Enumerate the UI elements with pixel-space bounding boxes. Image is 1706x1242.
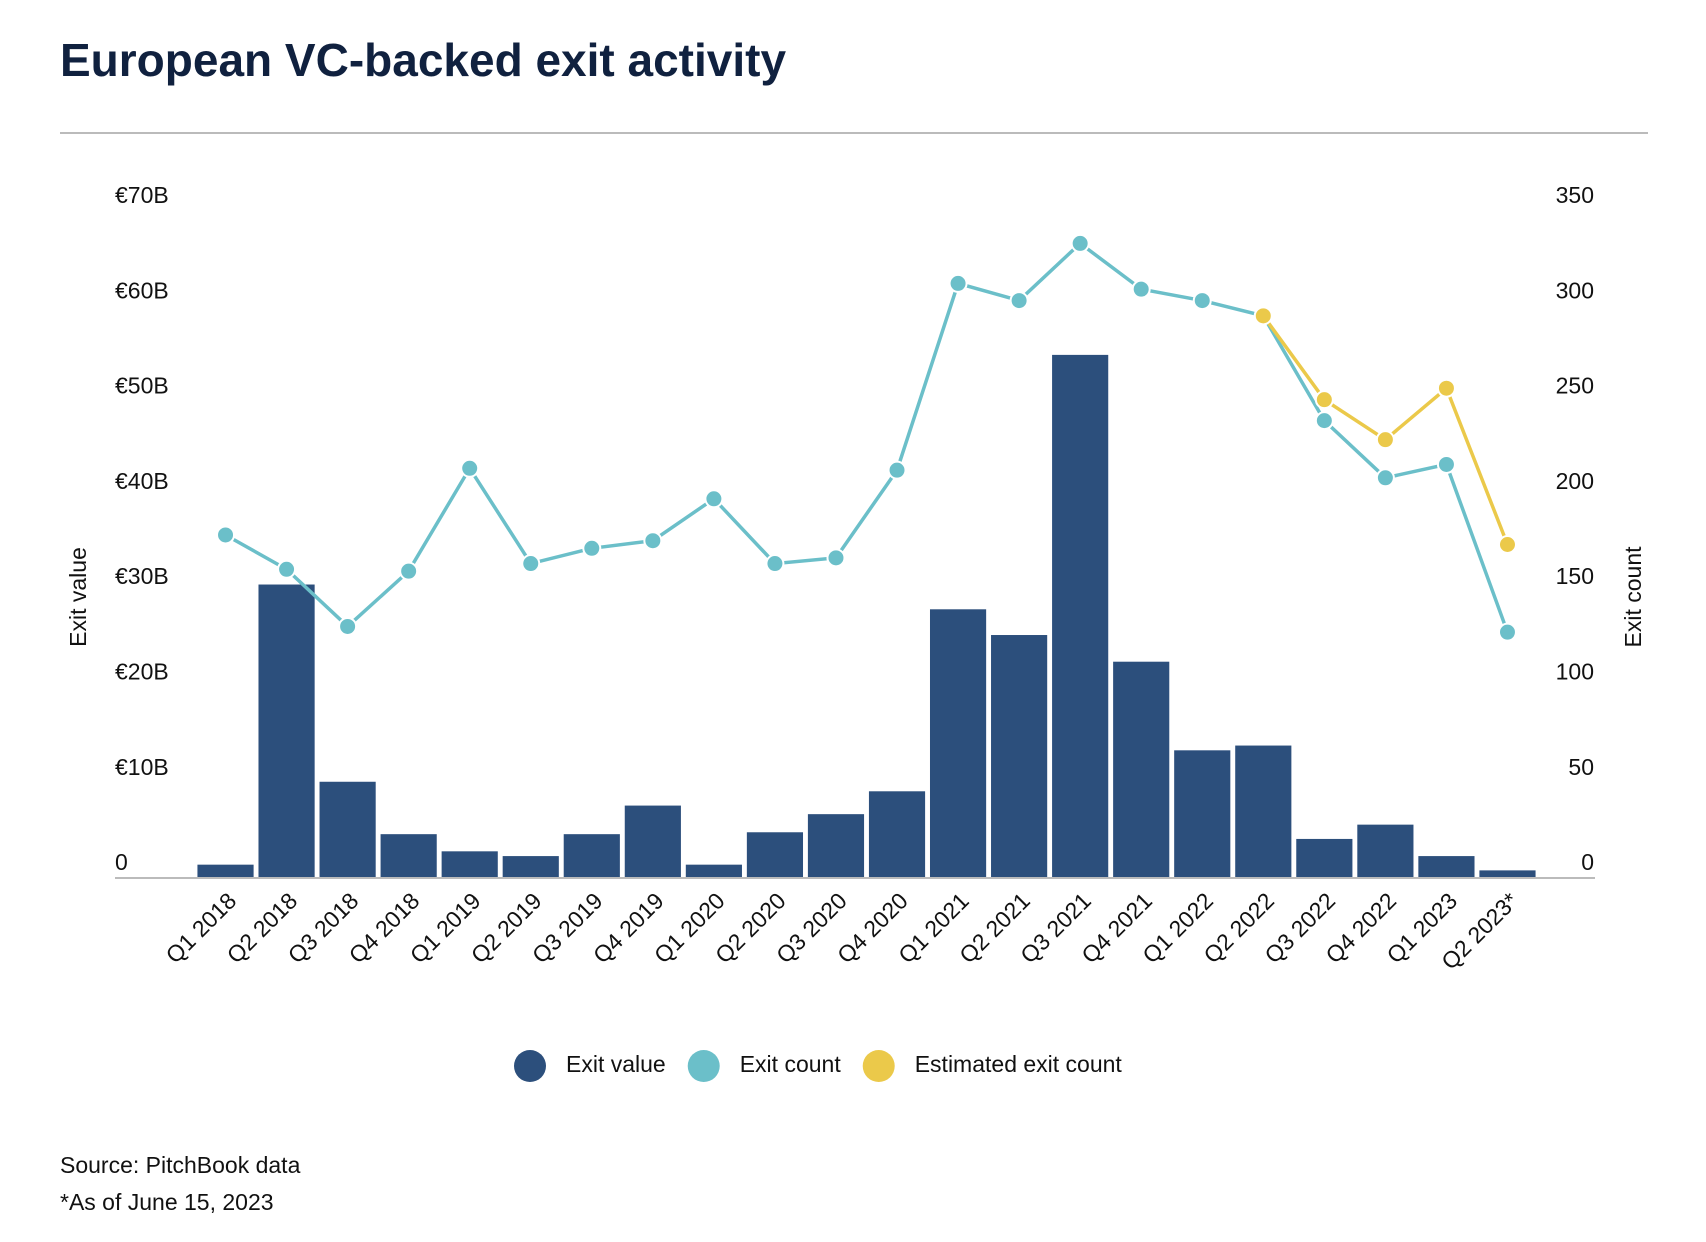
point: [1436, 378, 1456, 398]
bar: [624, 805, 681, 878]
y2-tick-label: 300: [1556, 277, 1594, 303]
y-tick-label: €20B: [115, 659, 169, 685]
y2-tick-label: 200: [1556, 468, 1594, 494]
y2-tick-label: 350: [1556, 182, 1594, 208]
point: [1375, 430, 1395, 450]
legend-swatch: [687, 1050, 720, 1082]
chart-title: European VC-backed exit activity: [60, 34, 786, 86]
point: [338, 616, 358, 636]
point: [399, 561, 419, 581]
bar: [441, 851, 498, 878]
y-tick-label: €30B: [115, 563, 169, 589]
bar: [1235, 745, 1292, 878]
y2-tick-label: 100: [1556, 659, 1594, 685]
y-tick-label: €40B: [115, 468, 169, 494]
y-axis-label: Exit value: [65, 547, 91, 647]
y-tick-label: €10B: [115, 754, 169, 780]
point: [1070, 233, 1090, 253]
point: [582, 538, 602, 558]
point: [1314, 411, 1334, 431]
bar: [563, 834, 620, 878]
bar: [502, 856, 559, 878]
source: Source: PitchBook data: [60, 1152, 301, 1178]
y2-axis-label: Exit count: [1620, 546, 1646, 648]
bar: [685, 864, 742, 878]
point: [277, 559, 297, 579]
point: [1314, 390, 1334, 410]
y2-tick-label: 0: [1581, 849, 1594, 875]
bar: [380, 834, 437, 878]
y-tick-label: €60B: [115, 277, 169, 303]
point: [765, 554, 785, 574]
point: [1375, 468, 1395, 488]
legend-label: Exit value: [566, 1051, 666, 1077]
legend-swatch: [862, 1050, 895, 1082]
point: [826, 548, 846, 568]
note: *As of June 15, 2023: [60, 1189, 274, 1215]
bar: [1296, 838, 1353, 878]
bar: [991, 635, 1048, 878]
bar: [1357, 824, 1414, 878]
point: [521, 554, 541, 574]
point: [948, 273, 968, 293]
bar: [929, 609, 987, 878]
bar: [1052, 354, 1109, 878]
bar: [1479, 870, 1536, 878]
y-tick-label: €70B: [115, 182, 169, 208]
point: [216, 525, 236, 545]
point: [1253, 306, 1273, 326]
y2-tick-label: 250: [1556, 373, 1594, 399]
bar: [868, 791, 926, 878]
legend-label: Estimated exit count: [915, 1051, 1123, 1077]
bar: [1418, 856, 1475, 878]
legend-swatch: [514, 1050, 546, 1082]
point: [460, 458, 480, 478]
legend-label: Exit count: [740, 1051, 842, 1077]
bar: [258, 584, 315, 878]
bar: [319, 781, 376, 878]
bar: [1174, 750, 1231, 878]
y-tick-label: €50B: [115, 373, 169, 399]
y2-tick-label: 50: [1568, 754, 1594, 780]
point: [1436, 454, 1456, 474]
point: [887, 460, 907, 480]
bar: [807, 814, 865, 878]
point: [1009, 291, 1029, 311]
point: [643, 531, 663, 551]
point: [1192, 291, 1212, 311]
point: [1497, 622, 1517, 642]
line: [224, 241, 1510, 633]
point: [704, 489, 724, 509]
y2-tick-label: 150: [1556, 563, 1594, 589]
bar: [1113, 661, 1170, 878]
point: [1497, 535, 1517, 554]
bar: [746, 832, 804, 878]
line: [1261, 314, 1510, 546]
bar: [197, 864, 254, 878]
y-tick-label: 0: [115, 849, 128, 875]
point: [1131, 279, 1151, 299]
